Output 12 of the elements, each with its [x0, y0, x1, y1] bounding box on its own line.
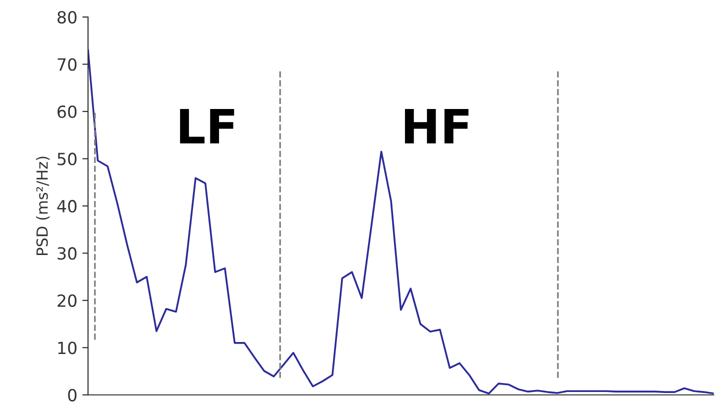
y-tick-label: 20	[58, 294, 77, 307]
y-tick-label: 40	[57, 200, 77, 213]
y-axis-title: PSD (ms²/Hz)	[36, 156, 50, 255]
y-tick-label: 10	[58, 342, 77, 354]
y-tick-label: 30	[58, 247, 77, 260]
y-tick-label: 70	[58, 58, 77, 71]
y-tick-label: 0	[68, 388, 77, 402]
y-tick-label: 60	[58, 105, 77, 118]
y-tick-label: 50	[58, 152, 77, 166]
annotation: HF	[404, 108, 468, 144]
y-tick-label: 80	[58, 10, 77, 24]
annotation: LF	[180, 108, 234, 144]
